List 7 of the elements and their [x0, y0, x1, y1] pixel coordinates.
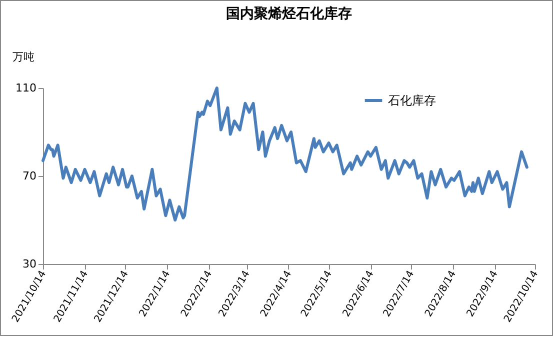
legend-label: 石化库存: [388, 94, 436, 108]
line-series: [42, 86, 528, 222]
y-tick-label: 110: [16, 82, 36, 94]
y-tick-label: 70: [22, 170, 36, 182]
y-tick-label: 30: [22, 258, 36, 270]
chart-title: 国内聚烯烃石化库存: [226, 5, 352, 22]
y-axis-title: 万吨: [12, 50, 34, 64]
